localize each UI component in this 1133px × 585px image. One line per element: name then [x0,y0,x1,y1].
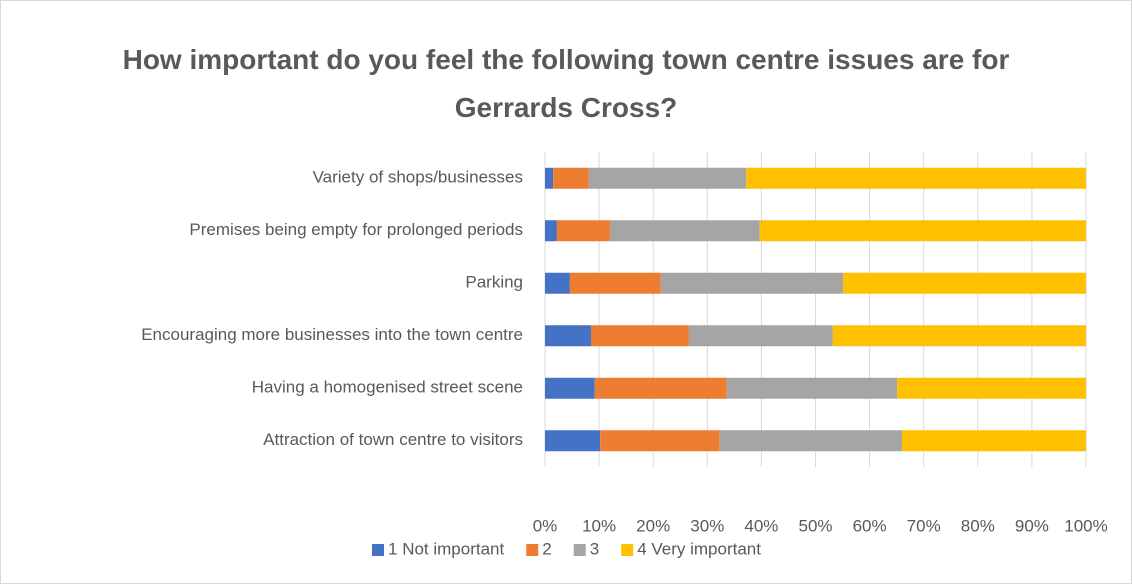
bar-segment [590,325,689,347]
x-tick-label: 100% [1064,516,1107,535]
x-tick-label: 60% [853,516,887,535]
x-tick-label: 40% [744,516,778,535]
bar-segment [746,167,1086,189]
y-tick-label: Variety of shops/businesses [313,168,523,187]
bar-segment [719,430,903,452]
legend-swatch [573,544,586,556]
x-tick-label: 0% [533,516,558,535]
y-tick-label: Having a homogenised street scene [252,378,523,397]
bar-segment [688,325,833,347]
legend-label: 2 [542,539,551,558]
bar-segment [553,167,589,189]
bar-segment [556,220,610,242]
bar-segment [545,220,557,242]
legend-swatch [621,544,634,556]
y-tick-label: Attraction of town centre to visitors [263,430,523,449]
bar-segment [569,272,661,294]
chart-title: How important do you feel the following … [122,44,1010,123]
legend-swatch [526,544,539,556]
legend-label: 3 [590,539,599,558]
bar-segment [545,377,595,399]
bar-segment [588,167,747,189]
bar-segment [726,377,898,399]
legend-swatch [372,544,385,556]
x-tick-label: 10% [582,516,616,535]
legend-label: 1 Not important [388,539,504,558]
bar-segment [897,377,1086,399]
bar-segment [902,430,1086,452]
bar-segment [609,220,760,242]
x-tick-label: 20% [636,516,670,535]
bar-segment [759,220,1086,242]
x-tick-label: 70% [907,516,941,535]
bar-segment [545,430,601,452]
bar-segment [843,272,1086,294]
y-tick-label: Parking [465,273,523,292]
y-tick-label: Premises being empty for prolonged perio… [189,220,523,239]
x-tick-label: 90% [1015,516,1049,535]
x-tick-label: 50% [798,516,832,535]
bar-segment [545,167,554,189]
bar-segment [594,377,727,399]
bar-segment [545,325,591,347]
x-tick-label: 80% [961,516,995,535]
bar-segment [600,430,720,452]
bar-segment [832,325,1086,347]
legend-label: 4 Very important [637,539,761,558]
x-tick-label: 30% [690,516,724,535]
y-tick-label: Encouraging more businesses into the tow… [141,325,523,344]
bar-segment [545,272,570,294]
bar-segment [660,272,844,294]
